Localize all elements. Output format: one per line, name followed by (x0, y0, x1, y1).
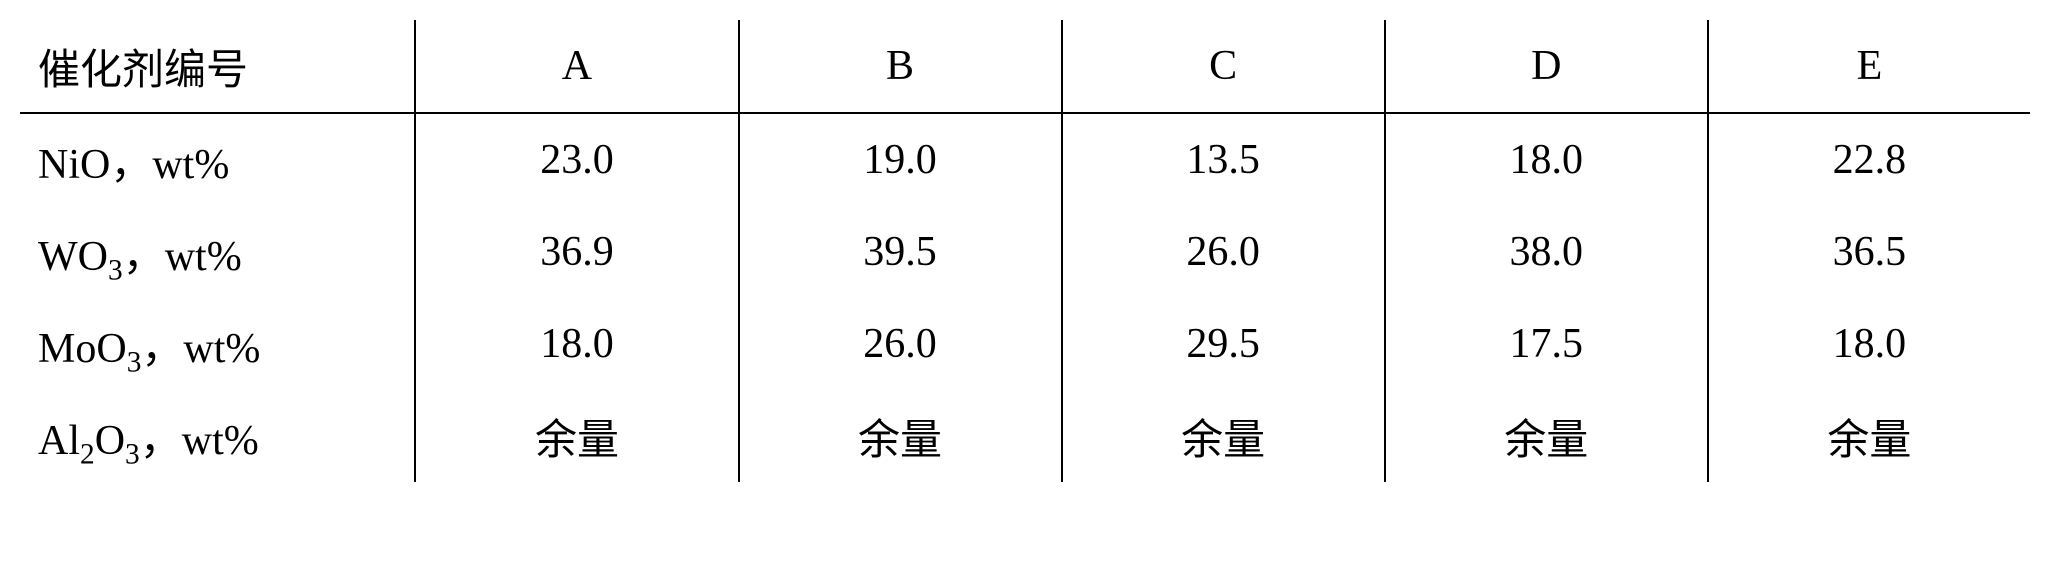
cell: 39.5 (739, 206, 1062, 298)
header-label: 催化剂编号 (20, 20, 415, 113)
cell: 18.0 (1385, 113, 1708, 206)
row-label: WO3，wt% (20, 206, 415, 298)
row-label: Al2O3，wt% (20, 390, 415, 482)
table-row: WO3，wt% 36.9 39.5 26.0 38.0 36.5 (20, 206, 2030, 298)
cell: 18.0 (415, 298, 738, 390)
cell: 23.0 (415, 113, 738, 206)
cell: 26.0 (739, 298, 1062, 390)
cell: 13.5 (1062, 113, 1385, 206)
table-row: NiO，wt% 23.0 19.0 13.5 18.0 22.8 (20, 113, 2030, 206)
cell: 余量 (1708, 390, 2030, 482)
catalyst-composition-table: 催化剂编号 A B C D E NiO，wt% 23.0 19.0 13.5 1… (20, 20, 2030, 482)
cell: 18.0 (1708, 298, 2030, 390)
cell: 余量 (739, 390, 1062, 482)
cell: 余量 (1062, 390, 1385, 482)
cell: 26.0 (1062, 206, 1385, 298)
cell: 余量 (415, 390, 738, 482)
cell: 余量 (1385, 390, 1708, 482)
header-col-c: C (1062, 20, 1385, 113)
table-row: MoO3，wt% 18.0 26.0 29.5 17.5 18.0 (20, 298, 2030, 390)
header-col-a: A (415, 20, 738, 113)
table-header-row: 催化剂编号 A B C D E (20, 20, 2030, 113)
cell: 22.8 (1708, 113, 2030, 206)
cell: 19.0 (739, 113, 1062, 206)
header-col-b: B (739, 20, 1062, 113)
cell: 36.5 (1708, 206, 2030, 298)
header-col-e: E (1708, 20, 2030, 113)
table-row: Al2O3，wt% 余量 余量 余量 余量 余量 (20, 390, 2030, 482)
row-label: MoO3，wt% (20, 298, 415, 390)
row-label: NiO，wt% (20, 113, 415, 206)
cell: 29.5 (1062, 298, 1385, 390)
header-col-d: D (1385, 20, 1708, 113)
cell: 38.0 (1385, 206, 1708, 298)
cell: 36.9 (415, 206, 738, 298)
cell: 17.5 (1385, 298, 1708, 390)
